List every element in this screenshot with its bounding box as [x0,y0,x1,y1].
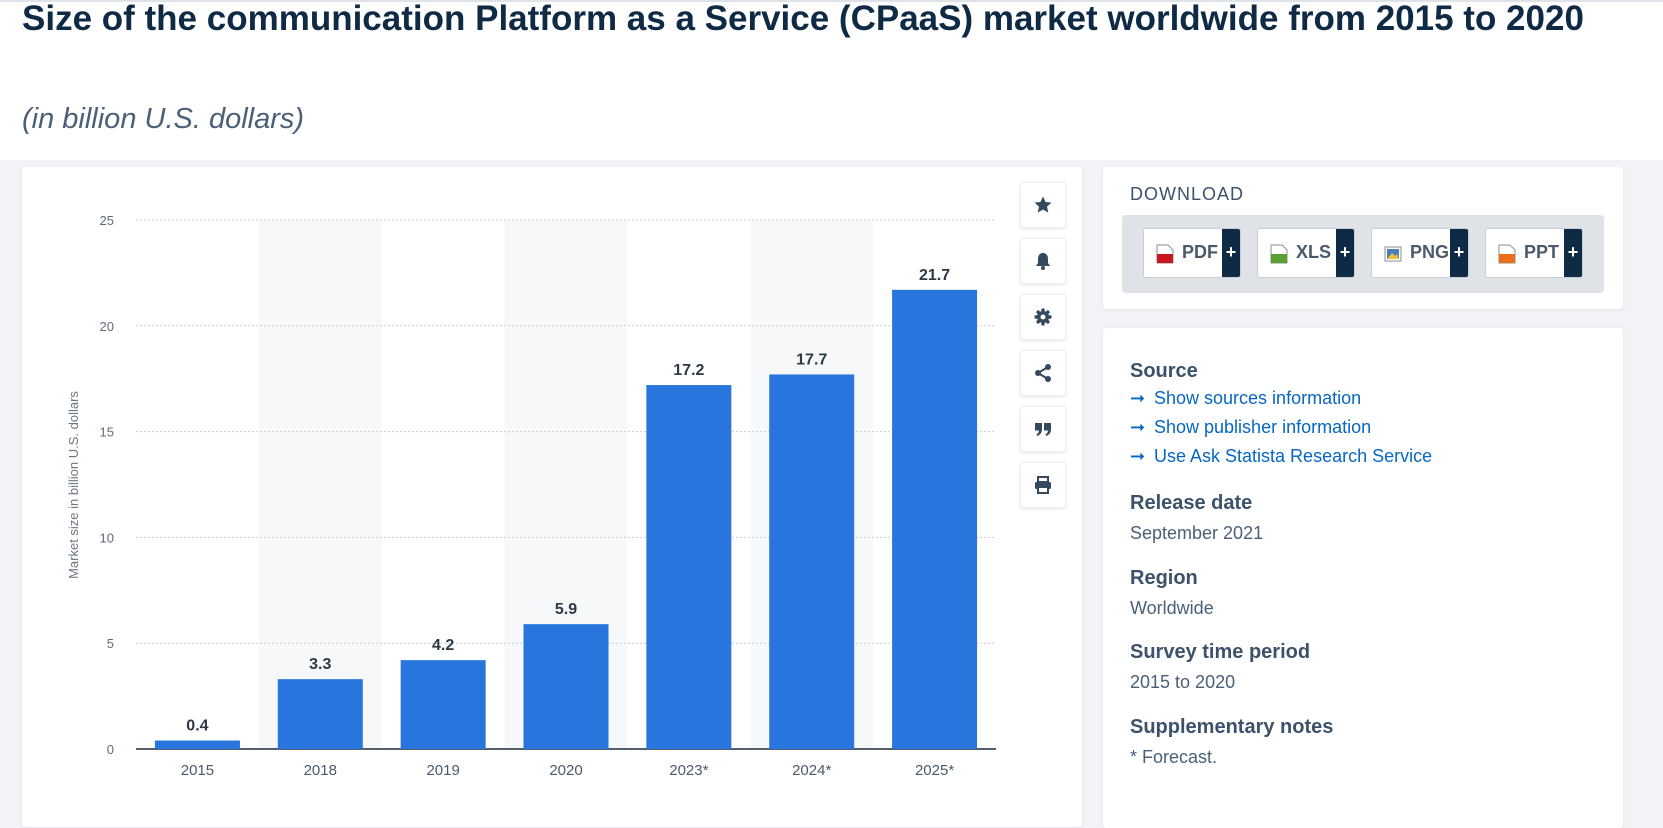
arrow-right-icon: ➞ [1130,388,1146,408]
data-label: 4.2 [432,637,454,654]
release-section: Release date September 2021 [1130,490,1263,546]
data-label: 21.7 [919,267,950,284]
x-tick-label: 2023* [669,762,708,779]
y-tick-label: 15 [100,425,114,440]
download-title: DOWNLOAD [1130,184,1245,204]
plus-icon: + [1450,229,1468,277]
ask-statista-link[interactable]: ➞ Use Ask Statista Research Service [1130,442,1432,471]
pdf-file-icon [1156,244,1174,264]
plus-icon: + [1336,229,1354,277]
top-divider [0,0,1663,2]
region-section: Region Worldwide [1130,565,1214,621]
share-icon [1035,364,1051,382]
favorite-button[interactable] [1020,182,1066,228]
y-tick-label: 20 [100,319,114,334]
survey-section: Survey time period 2015 to 2020 [1130,639,1310,695]
x-tick-label: 2024* [792,762,831,779]
settings-button[interactable] [1020,294,1066,340]
y-tick-label: 5 [107,636,114,651]
bar [892,289,978,749]
cite-button[interactable] [1020,406,1066,452]
download-pdf-button[interactable]: PDF + [1143,228,1241,278]
bar [646,385,732,749]
source-section: Source ➞ Show sources information ➞ Show p… [1130,358,1432,471]
xls-file-icon [1270,244,1288,264]
show-sources-link[interactable]: ➞ Show sources information [1130,384,1432,413]
bar [523,624,609,749]
download-tray: PDF + XLS + PNG + PPT + [1122,215,1604,293]
print-button[interactable] [1020,462,1066,508]
source-heading: Source [1130,360,1198,382]
bar-chart: 0 5 10 15 20 25 0.4 2015 3.3 2018 4.2 2019 5.9 2020 17… [66,213,996,779]
notification-button[interactable] [1020,238,1066,284]
data-label: 0.4 [186,718,208,735]
y-axis-title: Market size in billion U.S. dollars [66,391,81,579]
chart-band [258,220,382,749]
bar [154,740,240,749]
bell-icon [1036,253,1050,270]
gear-icon [1034,308,1052,326]
plus-icon: + [1222,229,1240,277]
x-tick-label: 2019 [426,762,459,779]
survey-heading: Survey time period [1130,641,1311,663]
quote-icon [1035,423,1051,436]
bar [277,679,363,749]
data-label: 3.3 [309,656,331,673]
plus-icon: + [1564,229,1582,277]
y-tick-label: 10 [100,530,114,545]
ppt-label: PPT [1524,242,1560,262]
chart-card: 0 5 10 15 20 25 0.4 2015 3.3 2018 4.2 2019 5.9 2020 17… [22,167,1082,827]
release-heading: Release date [1130,492,1253,514]
arrow-right-icon: ➞ [1130,417,1146,437]
download-xls-button[interactable]: XLS + [1257,228,1355,278]
ppt-file-icon [1498,244,1516,264]
notes-section: Supplementary notes * Forecast. [1130,714,1333,770]
notes-heading: Supplementary notes [1130,716,1334,738]
download-ppt-button[interactable]: PPT + [1485,228,1583,278]
print-icon [1035,476,1051,494]
show-publisher-link[interactable]: ➞ Show publisher information [1130,413,1432,442]
x-tick-label: 2025* [915,762,954,779]
data-label: 17.2 [673,362,704,379]
bar [400,660,486,749]
png-label: PNG [1410,242,1450,262]
download-png-button[interactable]: PNG + [1371,228,1469,278]
data-label: 5.9 [555,601,577,618]
y-tick-label: 0 [107,742,114,757]
region-value: Worldwide [1130,598,1214,618]
y-tick-label: 25 [100,213,114,228]
arrow-right-icon: ➞ [1130,446,1146,466]
x-tick-label: 2015 [181,762,214,779]
notes-value: * Forecast. [1130,747,1218,767]
release-value: September 2021 [1130,523,1264,543]
pdf-label: PDF [1182,242,1218,262]
info-card: Source ➞ Show sources information ➞ Show p… [1103,328,1623,828]
page-subtitle: (in billion U.S. dollars) [22,103,305,135]
region-heading: Region [1130,567,1198,589]
bar [769,374,855,749]
x-tick-label: 2020 [549,762,582,779]
survey-value: 2015 to 2020 [1130,672,1236,692]
star-icon [1034,196,1052,213]
xls-label: XLS [1296,242,1332,262]
share-button[interactable] [1020,350,1066,396]
png-file-icon [1384,246,1402,262]
header-band [0,0,1663,160]
page-title: Size of the communication Platform as a … [22,0,1584,38]
x-tick-label: 2018 [304,762,337,779]
data-label: 17.7 [796,351,827,368]
download-card: DOWNLOAD PDF + XLS + PNG + [1103,167,1623,309]
